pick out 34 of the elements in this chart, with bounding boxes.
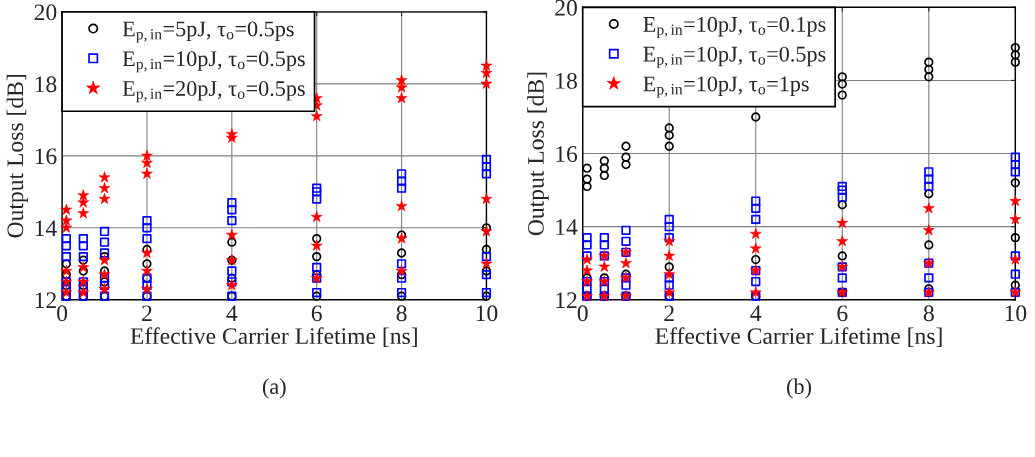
x-tick-label: 8 [396, 305, 407, 322]
y-axis-title: Output Loss [dB] [527, 72, 549, 236]
x-tick-label: 10 [476, 305, 498, 322]
y-tick-label: 16 [35, 148, 57, 165]
y-tick-label: 20 [34, 4, 57, 21]
text: (b) [787, 378, 811, 399]
x-tick-label: 6 [837, 305, 848, 322]
x-tick-label: 4 [750, 305, 762, 322]
y-axis-title: Output Loss [dB] [6, 74, 29, 238]
x-tick-label: 2 [142, 305, 152, 322]
y-tick-label: 12 [556, 292, 577, 308]
x-tick-label: 8 [923, 305, 934, 322]
x-tick-label: 4 [226, 305, 238, 322]
legend-label: E$_{p,in}$=10pJ, τ$_{o}$=1ps [643, 76, 809, 98]
y-tick-label: 12 [35, 292, 56, 308]
x-tick-label: 0 [57, 305, 68, 322]
x-axis-title: Effective Carrier Lifetime [ns] [655, 327, 942, 347]
y-tick-label: 20 [555, 0, 577, 16]
x-tick-label: 6 [311, 305, 322, 322]
legend-label: E$_{p,in}$=10pJ, τ$_{o}$=0.1ps [643, 16, 826, 39]
legend-label: E$_{p,in}$=5pJ, τ$_{o}$=0.5ps [122, 21, 294, 43]
y-tick-label: 16 [556, 146, 578, 162]
x-tick-label: 2 [664, 305, 674, 322]
y-tick-label: 14 [556, 219, 578, 235]
text: (a) [262, 378, 286, 399]
legend-label: E$_{p,in}$=20pJ, τ$_{o}$=0.5ps [122, 80, 305, 103]
x-tick-label: 10 [1005, 305, 1027, 322]
x-tick-label: 0 [577, 305, 588, 322]
x-axis-title: Effective Carrier Lifetime [ns] [130, 327, 417, 347]
y-tick-label: 14 [35, 220, 57, 237]
y-tick-label: 18 [556, 72, 577, 89]
legend-label: E$_{p,in}$=10pJ, τ$_{o}$=0.5ps [643, 46, 826, 68]
y-tick-label: 18 [35, 76, 57, 93]
legend-label: E$_{p,in}$=10pJ, τ$_{o}$=0.5ps [122, 51, 305, 73]
